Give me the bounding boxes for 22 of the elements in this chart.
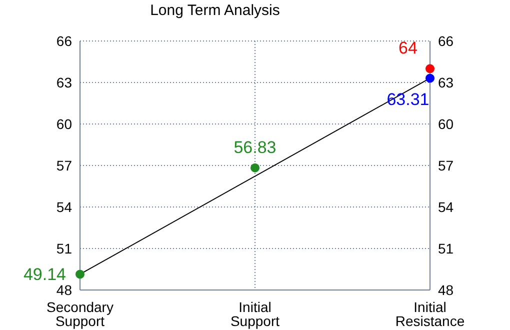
y2-tick-label: 66	[438, 32, 454, 49]
y2-tick-label: 60	[438, 116, 454, 132]
y-tick-label: 60	[56, 116, 72, 132]
data-label: 49.14	[23, 265, 66, 284]
y-tick-label: 54	[56, 198, 72, 215]
y-tick-label: 57	[56, 157, 72, 174]
y-tick-label: 63	[56, 74, 72, 90]
y-tick-label: 48	[56, 282, 72, 298]
data-label: 56.83	[234, 138, 276, 157]
y2-tick-label: 63	[438, 74, 454, 90]
data-label: 64	[398, 38, 418, 58]
data-label: 63.31	[386, 90, 430, 110]
y-tick-label: 66	[56, 32, 72, 49]
chart-title: Long Term Analysis	[149, 2, 281, 19]
x-tick-label: Initial Resistance	[395, 299, 465, 329]
y2-tick-label: 54	[438, 198, 454, 215]
y-tick-label: 51	[56, 240, 72, 256]
x-tick-label: Secondary Support	[46, 299, 114, 329]
y2-tick-label: 51	[438, 240, 454, 256]
y2-tick-label: 48	[438, 282, 454, 298]
y2-tick-label: 57	[438, 157, 454, 174]
x-tick-label: Initial Support	[230, 299, 280, 329]
